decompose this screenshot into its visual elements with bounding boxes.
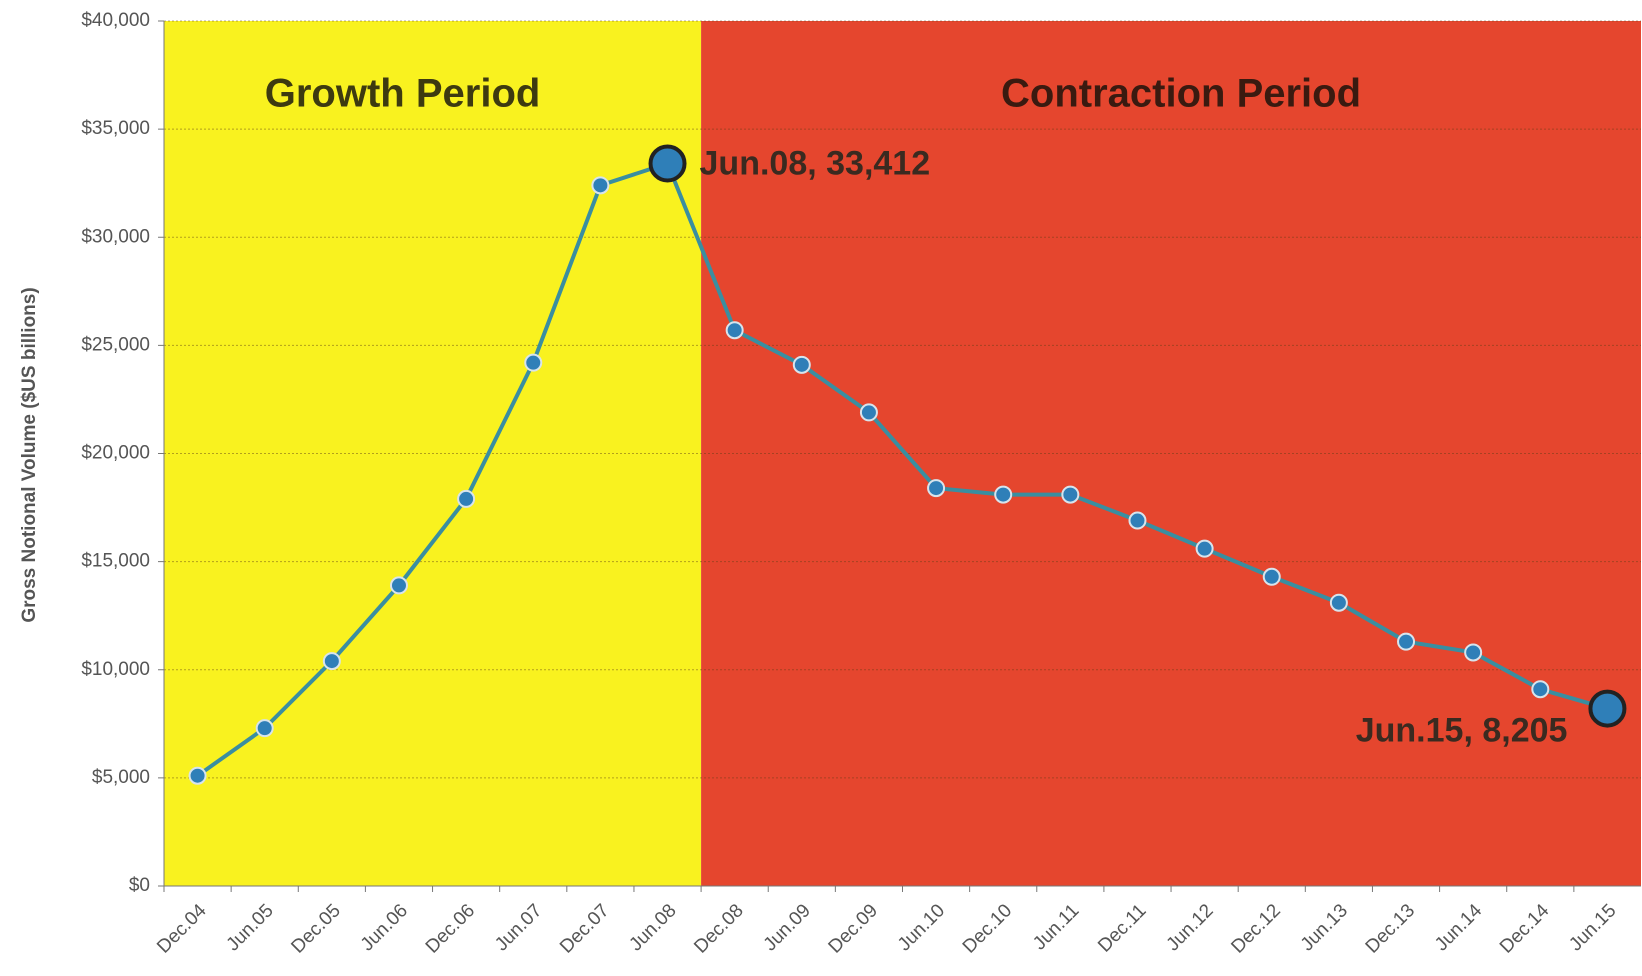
x-tick-label: Jun.14 bbox=[1431, 900, 1486, 955]
x-tick-label: Dec.14 bbox=[1496, 900, 1554, 958]
x-tick-label: Jun.05 bbox=[223, 900, 278, 955]
data-point bbox=[994, 485, 1013, 504]
data-point bbox=[457, 489, 476, 508]
series-line bbox=[196, 160, 1608, 778]
data-point bbox=[255, 719, 274, 738]
x-tick-label: Dec.13 bbox=[1362, 900, 1419, 957]
x-tick-label: Dec.11 bbox=[1094, 900, 1150, 956]
y-axis-label: Gross Notional Volume ($US billions) bbox=[19, 287, 40, 622]
x-tick-label: Jun.09 bbox=[760, 900, 815, 955]
data-point bbox=[648, 144, 687, 183]
y-tick-label: $5,000 bbox=[92, 767, 150, 788]
region-label: Contraction Period bbox=[1001, 72, 1361, 116]
x-tick-label: Dec.05 bbox=[288, 900, 345, 957]
data-point bbox=[1531, 680, 1550, 699]
y-tick-label: $20,000 bbox=[81, 443, 150, 464]
data-point bbox=[1195, 539, 1214, 558]
x-tick-label: Jun.08 bbox=[625, 900, 680, 955]
data-point bbox=[792, 355, 811, 374]
x-tick-label: Jun.07 bbox=[491, 900, 546, 955]
x-tick-label: Dec.04 bbox=[153, 900, 211, 958]
data-point bbox=[1588, 689, 1627, 728]
data-point bbox=[524, 353, 543, 372]
data-point bbox=[188, 766, 207, 785]
x-tick-label: Jun.15 bbox=[1565, 900, 1620, 955]
x-tick-label: Jun.12 bbox=[1163, 900, 1218, 955]
data-point bbox=[1329, 593, 1348, 612]
data-point bbox=[725, 321, 744, 340]
region-label: Growth Period bbox=[265, 72, 541, 116]
y-tick-label: $25,000 bbox=[81, 334, 150, 355]
data-point bbox=[591, 176, 610, 195]
y-tick-label: $0 bbox=[129, 875, 150, 896]
y-tick-label: $30,000 bbox=[81, 226, 150, 247]
y-tick-label: $15,000 bbox=[81, 551, 150, 572]
data-point bbox=[1464, 643, 1483, 662]
data-point bbox=[859, 403, 878, 422]
data-point bbox=[389, 576, 408, 595]
data-point bbox=[1128, 511, 1147, 530]
y-tick-label: $40,000 bbox=[81, 10, 150, 31]
x-tick-label: Dec.08 bbox=[690, 900, 747, 957]
data-point bbox=[1061, 485, 1080, 504]
x-tick-label: Dec.10 bbox=[959, 900, 1016, 957]
x-tick-label: Dec.12 bbox=[1227, 900, 1284, 957]
x-tick-label: Jun.10 bbox=[894, 900, 949, 955]
annotation: Jun.15, 8,205 bbox=[1356, 712, 1568, 750]
region bbox=[164, 21, 702, 886]
annotation: Jun.08, 33,412 bbox=[700, 144, 931, 182]
x-tick-label: Jun.13 bbox=[1297, 900, 1352, 955]
y-tick-label: $35,000 bbox=[81, 118, 150, 139]
data-point bbox=[1262, 567, 1281, 586]
data-point bbox=[927, 479, 946, 498]
x-tick-label: Jun.06 bbox=[357, 900, 412, 955]
data-point bbox=[1397, 632, 1416, 651]
y-tick-label: $10,000 bbox=[81, 659, 150, 680]
x-tick-label: Dec.09 bbox=[825, 900, 882, 957]
region bbox=[701, 21, 1641, 886]
x-tick-label: Dec.07 bbox=[556, 900, 613, 957]
data-point bbox=[322, 652, 341, 671]
x-tick-label: Dec.06 bbox=[422, 900, 479, 957]
x-tick-label: Jun.11 bbox=[1029, 900, 1083, 954]
